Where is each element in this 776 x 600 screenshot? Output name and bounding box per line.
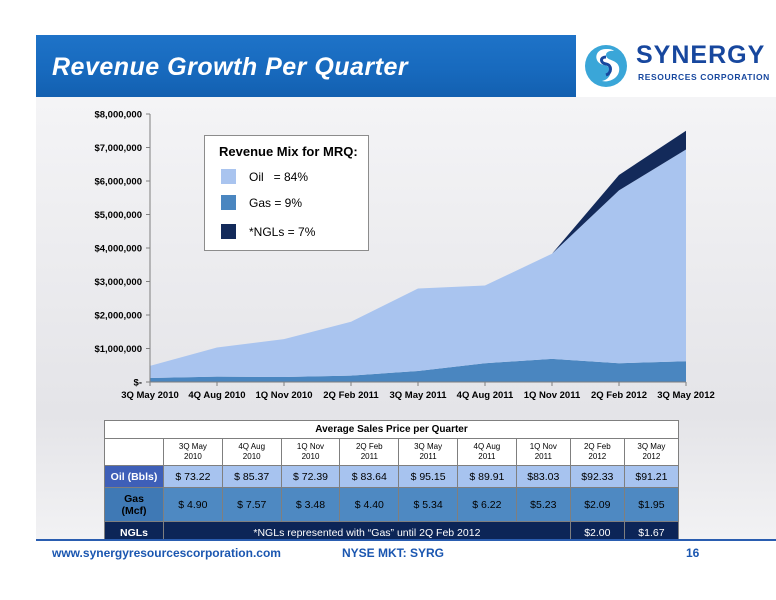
- revenue-mix-legend: Revenue Mix for MRQ: Oil = 84% Gas = 9% …: [204, 135, 369, 251]
- column-header: 3Q May 2012: [623, 438, 680, 466]
- y-tick-label: $6,000,000: [94, 177, 142, 188]
- footer-url[interactable]: www.synergyresourcescorporation.com: [52, 546, 281, 560]
- y-tick-label: $1,000,000: [94, 344, 142, 355]
- column-header-quarter: 3Q May: [637, 442, 666, 451]
- oil-price-cell: $ 89.91: [456, 465, 517, 488]
- row-label-ngls: NGLs: [104, 521, 164, 544]
- gas-price-cell: $5.23: [515, 487, 571, 522]
- column-header-year: 2011: [478, 452, 496, 461]
- oil-price-cell: $83.03: [515, 465, 571, 488]
- column-header-quarter: 4Q Aug: [473, 442, 501, 451]
- x-tick-label: 3Q May 2012: [657, 390, 715, 401]
- y-tick-label: $7,000,000: [94, 143, 142, 154]
- oil-price-cell: $ 72.39: [280, 465, 341, 488]
- oil-price-cell: $ 73.22: [163, 465, 223, 488]
- column-header-year: 2010: [301, 452, 320, 461]
- oil-price-cell: $91.21: [623, 465, 680, 488]
- column-header-quarter: 4Q Aug: [238, 442, 266, 451]
- row-label-gas-line1: Gas: [124, 492, 144, 505]
- y-tick-label: $3,000,000: [94, 277, 142, 288]
- column-header-year: 2010: [242, 452, 261, 461]
- logo-subtitle: RESOURCES CORPORATION: [638, 72, 770, 82]
- x-tick-label: 3Q May 2010: [121, 390, 179, 401]
- legend-label-oil: Oil = 84%: [249, 170, 309, 184]
- ngls-note: *NGLs represented with “Gas” until 2Q Fe…: [163, 521, 571, 544]
- logo: SYNERGY RESOURCES CORPORATION: [576, 35, 776, 97]
- column-header-year: 2012: [642, 452, 661, 461]
- sales-price-table: Average Sales Price per Quarter 3Q May 20…: [104, 420, 680, 544]
- area-series-gas: [150, 358, 686, 382]
- column-header-quarter: 2Q Feb: [355, 442, 383, 451]
- column-header: 2Q Feb 2011: [339, 438, 400, 466]
- gas-price-cell: $ 7.57: [221, 487, 282, 522]
- legend-title: Revenue Mix for MRQ:: [219, 144, 358, 159]
- header-bar: Revenue Growth Per Quarter SYNERGY RESOU…: [36, 35, 776, 97]
- table-title: Average Sales Price per Quarter: [104, 420, 679, 439]
- column-header: 3Q May 2011: [398, 438, 458, 466]
- y-tick-label: $2,000,000: [94, 311, 142, 322]
- ngl-price-cell: $1.67: [623, 521, 680, 544]
- page-number: 16: [686, 546, 700, 560]
- column-header-year: 2012: [588, 452, 607, 461]
- column-header: 1Q Nov 2010: [280, 438, 341, 466]
- table-corner: [104, 438, 164, 466]
- oil-price-cell: $ 95.15: [398, 465, 458, 488]
- gas-price-cell: $ 3.48: [280, 487, 341, 522]
- legend-swatch-oil: [221, 169, 236, 184]
- column-header-year: 2011: [534, 452, 552, 461]
- column-header-year: 2011: [419, 452, 437, 461]
- ngl-price-cell: $2.00: [569, 521, 625, 544]
- x-tick-label: 3Q May 2011: [389, 390, 447, 401]
- gas-price-cell: $ 5.34: [398, 487, 458, 522]
- legend-label-gas: Gas = 9%: [249, 196, 303, 210]
- x-tick-label: 4Q Aug 2010: [188, 390, 245, 401]
- column-header: 1Q Nov 2011: [515, 438, 571, 466]
- column-header: 2Q Feb 2012: [569, 438, 625, 466]
- y-tick-label: $-: [134, 378, 142, 389]
- row-label-gas-line2: (Mcf): [121, 504, 147, 517]
- legend-label-ngls: *NGLs = 7%: [249, 225, 316, 239]
- column-header: 4Q Aug 2010: [221, 438, 282, 466]
- gas-price-cell: $ 4.90: [163, 487, 223, 522]
- slide-title: Revenue Growth Per Quarter: [52, 53, 409, 81]
- gas-price-cell: $ 4.40: [339, 487, 400, 522]
- x-tick-label: 1Q Nov 2011: [524, 390, 581, 401]
- column-header-quarter: 3Q May: [178, 442, 207, 451]
- column-header-quarter: 2Q Feb: [583, 442, 611, 451]
- column-header: 3Q May 2010: [163, 438, 223, 466]
- footer-market-ticker: NYSE MKT: SYRG: [342, 546, 445, 560]
- area-series-oil: [150, 149, 686, 378]
- x-tick-label: 4Q Aug 2011: [457, 390, 514, 401]
- footer: www.synergyresourcescorporation.com NYSE…: [36, 541, 776, 565]
- column-header-quarter: 1Q Nov: [529, 442, 557, 451]
- x-tick-label: 1Q Nov 2010: [255, 390, 312, 401]
- footer-divider: [36, 539, 776, 541]
- column-header-year: 2011: [360, 452, 378, 461]
- logo-name: SYNERGY: [636, 41, 766, 69]
- column-header-quarter: 1Q Nov: [296, 442, 325, 451]
- column-header-year: 2010: [184, 452, 202, 461]
- y-tick-label: $8,000,000: [94, 110, 142, 121]
- gas-price-cell: $1.95: [623, 487, 680, 522]
- x-tick-label: 2Q Feb 2012: [591, 390, 647, 401]
- gas-price-cell: $ 6.22: [456, 487, 517, 522]
- synergy-swirl-logo-icon: [585, 45, 627, 87]
- y-tick-label: $4,000,000: [94, 244, 142, 255]
- x-tick-label: 2Q Feb 2011: [323, 390, 379, 401]
- row-label-oil: Oil (Bbls): [104, 465, 164, 488]
- column-header-quarter: 3Q May: [414, 442, 443, 451]
- legend-swatch-gas: [221, 195, 236, 210]
- oil-price-cell: $92.33: [569, 465, 625, 488]
- column-header: 4Q Aug 2011: [456, 438, 517, 466]
- row-label-gas: Gas (Mcf): [104, 487, 164, 522]
- oil-price-cell: $ 83.64: [339, 465, 400, 488]
- legend-swatch-ngls: [221, 224, 236, 239]
- y-tick-label: $5,000,000: [94, 210, 142, 221]
- oil-price-cell: $ 85.37: [221, 465, 282, 488]
- gas-price-cell: $2.09: [569, 487, 625, 522]
